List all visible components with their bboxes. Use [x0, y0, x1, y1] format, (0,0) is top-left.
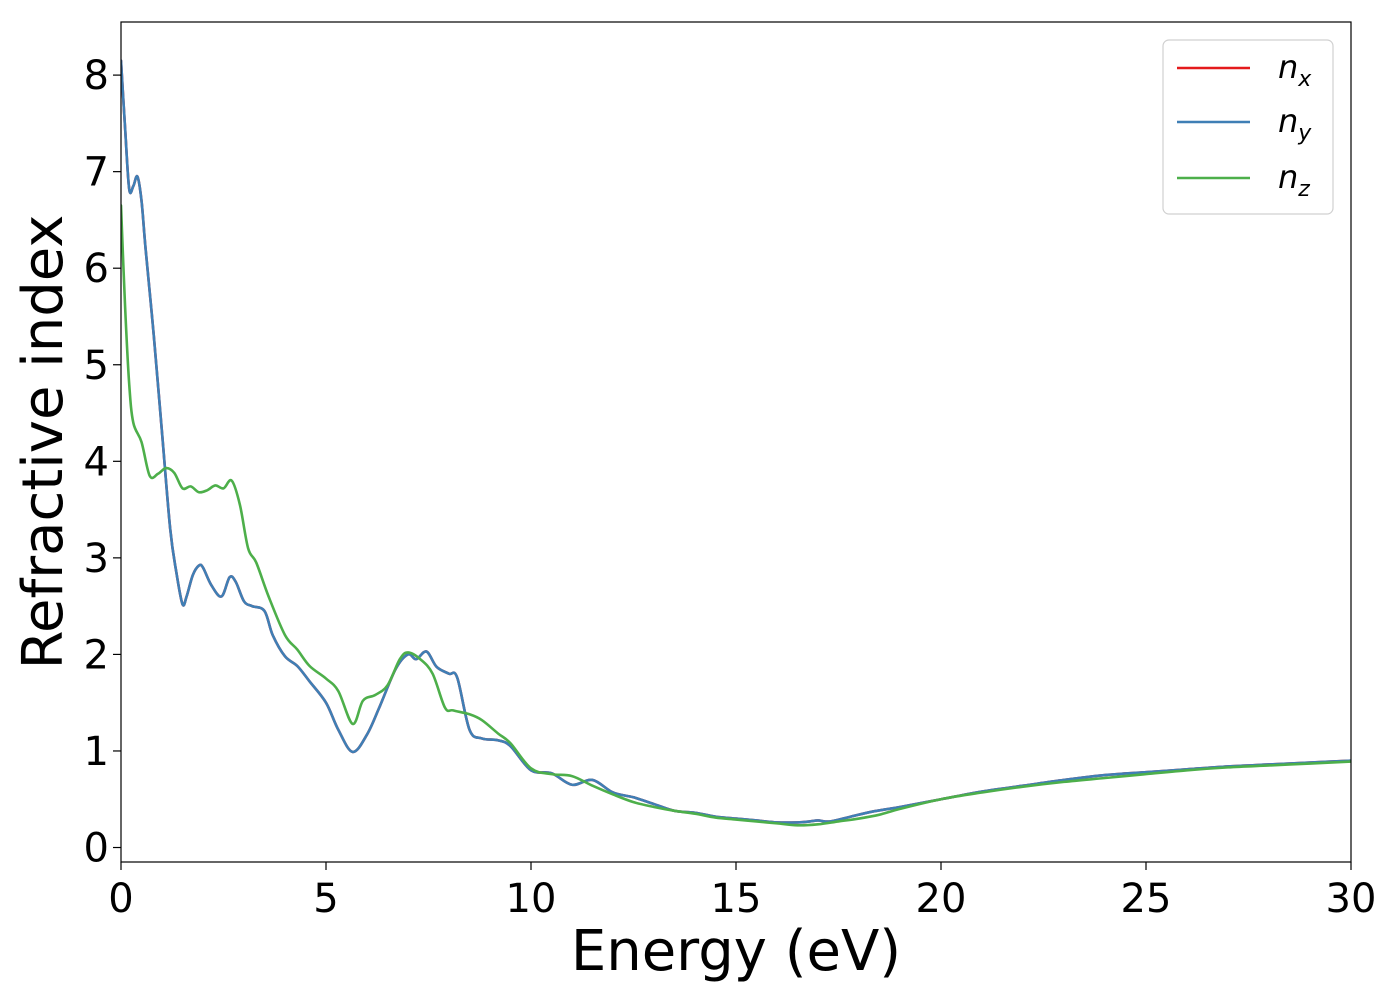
legend-label-ny: ny: [1278, 102, 1312, 146]
x-tick-label: 15: [711, 876, 762, 922]
x-tick-label: 0: [108, 876, 133, 922]
y-tick-label: 2: [84, 632, 109, 678]
y-axis-label: Refractive index: [11, 215, 76, 670]
series-layer: [121, 59, 1351, 827]
x-tick-label: 30: [1326, 876, 1377, 922]
y-tick-label: 1: [84, 729, 109, 775]
series-line-ny: [121, 59, 1351, 824]
y-axis: 0 1 2 3 4 5 6 7 8: [84, 53, 121, 872]
y-tick-label: 5: [84, 343, 109, 389]
x-tick-label: 5: [313, 876, 338, 922]
legend-label-nz: nz: [1278, 158, 1310, 202]
legend: nx ny nz: [1162, 39, 1334, 215]
series-line-nz: [121, 204, 1351, 827]
y-tick-label: 0: [84, 826, 109, 872]
y-tick-label: 4: [84, 439, 109, 485]
y-tick-label: 6: [84, 246, 109, 292]
legend-label-nx: nx: [1278, 48, 1312, 92]
x-tick-label: 10: [506, 876, 557, 922]
y-tick-label: 3: [84, 536, 109, 582]
x-tick-label: 20: [916, 876, 967, 922]
y-tick-label: 7: [84, 150, 109, 196]
x-tick-label: 25: [1121, 876, 1172, 922]
x-axis: 0 5 10 15 20 25 30: [108, 862, 1376, 922]
x-axis-label: Energy (eV): [571, 919, 901, 984]
y-tick-label: 8: [84, 53, 109, 99]
legend-box: [1162, 39, 1334, 215]
